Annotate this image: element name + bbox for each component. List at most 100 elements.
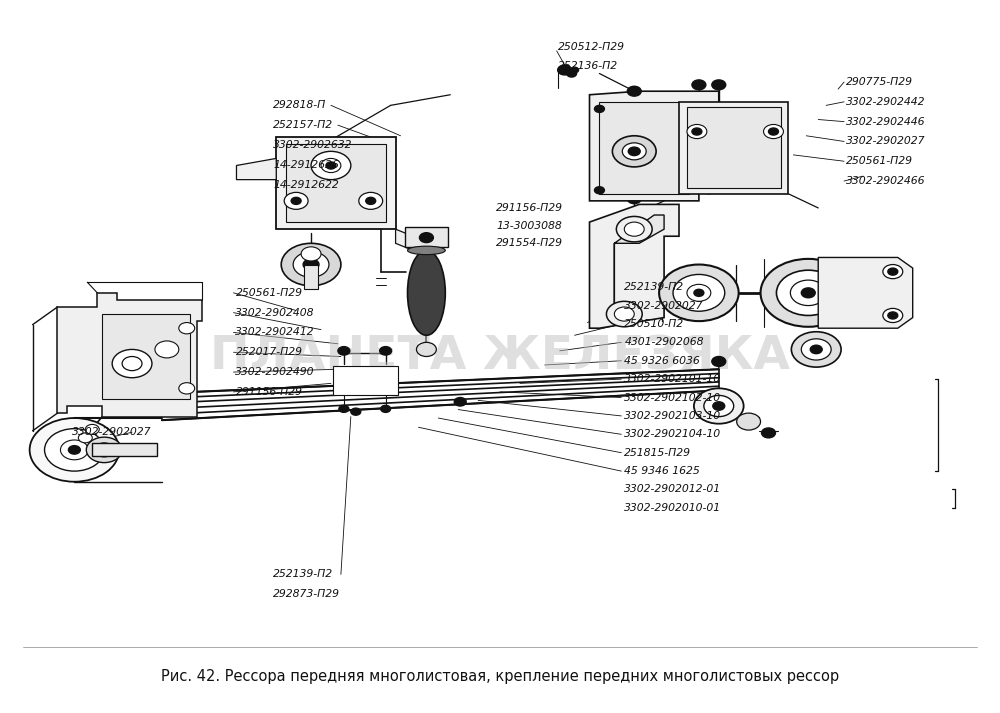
Circle shape: [694, 389, 744, 424]
Text: 292818-П: 292818-П: [273, 101, 327, 111]
Circle shape: [293, 252, 329, 277]
Bar: [339, 369, 394, 394]
Circle shape: [30, 418, 119, 482]
Bar: [599, 102, 689, 194]
Text: 45 9326 6036: 45 9326 6036: [624, 356, 700, 366]
Circle shape: [801, 339, 831, 360]
Ellipse shape: [408, 246, 445, 255]
Circle shape: [45, 429, 104, 471]
Text: 251815-П29: 251815-П29: [624, 448, 691, 458]
Circle shape: [622, 143, 646, 160]
Polygon shape: [236, 158, 276, 180]
Circle shape: [359, 193, 383, 210]
Text: 3302-2902632: 3302-2902632: [273, 140, 353, 150]
Circle shape: [713, 402, 725, 410]
Circle shape: [883, 265, 903, 279]
Bar: [304, 265, 318, 289]
Circle shape: [338, 347, 350, 355]
Circle shape: [60, 440, 88, 460]
Circle shape: [801, 288, 815, 298]
Circle shape: [614, 307, 634, 321]
Circle shape: [85, 424, 99, 434]
Bar: [679, 102, 788, 194]
Text: 252139-П2: 252139-П2: [273, 570, 333, 580]
Circle shape: [112, 349, 152, 378]
Circle shape: [627, 194, 641, 204]
Text: 250512-П29: 250512-П29: [558, 41, 625, 51]
Text: 3302-2902102-10: 3302-2902102-10: [624, 393, 721, 403]
Circle shape: [366, 198, 376, 205]
Text: ПЛАНЕТА ЖЕЛЕЗЯКА: ПЛАНЕТА ЖЕЛЕЗЯКА: [210, 334, 790, 379]
Circle shape: [888, 312, 898, 319]
Circle shape: [571, 67, 579, 73]
Text: Рис. 42. Рессора передняя многолистовая, крепление передних многолистовых рессор: Рис. 42. Рессора передняя многолистовая,…: [161, 669, 839, 684]
Circle shape: [704, 396, 734, 416]
Circle shape: [810, 345, 822, 354]
Circle shape: [659, 265, 739, 321]
Circle shape: [694, 289, 704, 297]
Circle shape: [416, 342, 436, 356]
Text: 3302-2902010-01: 3302-2902010-01: [624, 503, 721, 513]
Circle shape: [281, 243, 341, 286]
Bar: [102, 314, 190, 399]
Circle shape: [624, 222, 644, 236]
Text: 291554-П29: 291554-П29: [496, 238, 563, 248]
Circle shape: [86, 437, 122, 463]
Bar: [405, 227, 448, 247]
Text: 3302-2902490: 3302-2902490: [235, 367, 315, 377]
Circle shape: [627, 86, 641, 96]
Polygon shape: [590, 91, 719, 201]
Polygon shape: [57, 293, 202, 416]
Text: 290775-П29: 290775-П29: [846, 77, 913, 87]
Text: 292873-П29: 292873-П29: [273, 589, 340, 599]
Bar: [286, 144, 386, 222]
Circle shape: [311, 151, 351, 180]
Circle shape: [762, 428, 775, 438]
Circle shape: [68, 446, 80, 454]
Circle shape: [606, 302, 642, 327]
Circle shape: [122, 356, 142, 371]
Circle shape: [155, 341, 179, 358]
Text: 14-2912626: 14-2912626: [273, 160, 339, 170]
Circle shape: [291, 198, 301, 205]
Circle shape: [761, 259, 856, 327]
Circle shape: [179, 322, 195, 334]
Text: 3302-2902103-10: 3302-2902103-10: [624, 411, 721, 421]
Circle shape: [888, 268, 898, 275]
Text: 250561-П29: 250561-П29: [846, 156, 913, 166]
Circle shape: [381, 405, 391, 412]
Circle shape: [737, 413, 761, 430]
Text: 252136-П2: 252136-П2: [558, 61, 618, 71]
Ellipse shape: [408, 250, 445, 335]
Circle shape: [776, 270, 840, 315]
Circle shape: [594, 187, 604, 194]
Circle shape: [303, 259, 319, 270]
Circle shape: [704, 187, 714, 194]
Circle shape: [687, 125, 707, 138]
Text: 291156-П29: 291156-П29: [496, 203, 563, 213]
Text: 3302-2902027: 3302-2902027: [846, 136, 926, 146]
Circle shape: [94, 443, 114, 457]
Polygon shape: [614, 215, 664, 307]
Circle shape: [673, 275, 725, 311]
Circle shape: [704, 106, 714, 113]
Text: 3302-2902408: 3302-2902408: [235, 307, 315, 317]
Text: 252139-П2: 252139-П2: [624, 282, 684, 292]
Text: 3302-2902027: 3302-2902027: [624, 301, 704, 311]
Circle shape: [883, 309, 903, 322]
Bar: [687, 107, 781, 188]
Circle shape: [687, 284, 711, 302]
Circle shape: [301, 247, 321, 261]
Polygon shape: [590, 205, 679, 328]
Text: 4301-2902068: 4301-2902068: [624, 337, 704, 347]
Circle shape: [692, 80, 706, 90]
Circle shape: [380, 347, 392, 355]
Circle shape: [567, 70, 577, 77]
Circle shape: [628, 147, 640, 155]
Circle shape: [284, 193, 308, 210]
Circle shape: [768, 128, 778, 135]
Text: 3302-2902466: 3302-2902466: [846, 176, 926, 186]
Text: 252157-П2: 252157-П2: [273, 120, 333, 130]
Text: 13-3003088: 13-3003088: [496, 220, 562, 230]
Circle shape: [616, 217, 652, 242]
